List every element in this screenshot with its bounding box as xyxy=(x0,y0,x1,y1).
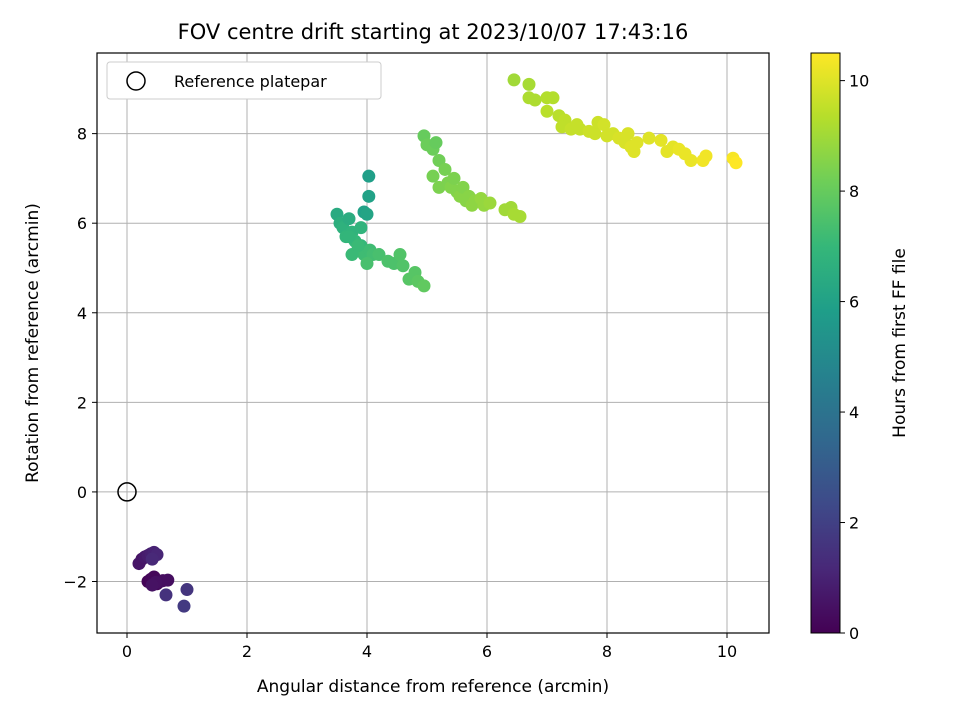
data-point xyxy=(528,93,542,107)
data-point xyxy=(177,599,191,613)
x-tick-label: 4 xyxy=(362,642,372,661)
data-point xyxy=(507,73,521,87)
data-point xyxy=(159,588,173,602)
y-axis-label: Rotation from reference (arcmin) xyxy=(23,203,43,483)
data-point xyxy=(360,257,374,271)
data-point xyxy=(393,248,407,262)
data-point xyxy=(145,552,159,566)
data-point xyxy=(540,104,554,118)
colorbar-fill xyxy=(810,52,841,634)
legend-entry-reference-platepar: Reference platepar xyxy=(174,72,327,91)
data-point xyxy=(447,171,461,185)
data-point xyxy=(588,127,602,141)
colorbar-tick-label: 6 xyxy=(849,293,859,312)
data-point xyxy=(684,153,698,167)
x-tick-label: 2 xyxy=(242,642,252,661)
colorbar-tick-label: 8 xyxy=(849,182,859,201)
colorbar-tick-label: 0 xyxy=(849,624,859,643)
data-points xyxy=(132,73,743,613)
y-tick-label: 0 xyxy=(77,483,87,502)
colorbar-tick-label: 2 xyxy=(849,514,859,533)
data-point xyxy=(513,209,527,223)
data-point xyxy=(426,169,440,183)
data-point xyxy=(354,221,368,235)
y-tick-label: 6 xyxy=(77,214,87,233)
data-point xyxy=(654,133,668,147)
x-tick-label: 10 xyxy=(717,642,737,661)
chart-title: FOV centre drift starting at 2023/10/07 … xyxy=(178,20,689,44)
y-tick-label: 8 xyxy=(77,125,87,144)
grid xyxy=(97,53,769,633)
data-point xyxy=(597,118,611,132)
data-point xyxy=(630,136,644,150)
data-point xyxy=(396,259,410,273)
x-tick-label: 8 xyxy=(602,642,612,661)
reference-platepar-marker xyxy=(117,482,137,502)
colorbar: 0 2 4 6 8 10 Hours from first FF file xyxy=(810,52,910,643)
plot-frame xyxy=(96,52,770,634)
data-point xyxy=(342,230,356,244)
data-point xyxy=(438,162,452,176)
colorbar-label: Hours from first FF file xyxy=(890,248,910,438)
colorbar-ticks: 0 2 4 6 8 10 xyxy=(840,72,869,643)
data-point xyxy=(729,156,743,170)
data-point xyxy=(161,573,175,587)
y-axis-ticks: −2 0 2 4 6 8 xyxy=(63,125,97,591)
x-tick-label: 6 xyxy=(482,642,492,661)
data-point xyxy=(145,578,159,592)
x-axis-label: Angular distance from reference (arcmin) xyxy=(257,677,609,697)
data-point xyxy=(360,207,374,221)
data-point xyxy=(642,131,656,145)
colorbar-tick-label: 4 xyxy=(849,403,859,422)
y-tick-label: 2 xyxy=(77,393,87,412)
legend-box xyxy=(106,61,382,100)
data-point xyxy=(546,91,560,105)
reference-marker-group xyxy=(117,482,137,502)
data-point xyxy=(362,169,376,183)
legend[interactable]: Reference platepar xyxy=(106,61,382,100)
data-point xyxy=(522,77,536,91)
data-point xyxy=(429,136,443,150)
data-point xyxy=(621,127,635,141)
data-point xyxy=(342,212,356,226)
data-point xyxy=(417,279,431,293)
x-tick-label: 0 xyxy=(122,642,132,661)
data-point xyxy=(351,239,365,253)
data-point xyxy=(180,583,194,597)
y-tick-label: 4 xyxy=(77,304,87,323)
colorbar-tick-label: 10 xyxy=(849,72,869,91)
data-point xyxy=(696,153,710,167)
legend-reference-marker-icon xyxy=(126,71,146,91)
data-point xyxy=(483,196,497,210)
data-point xyxy=(372,248,386,262)
y-tick-label: −2 xyxy=(63,572,87,591)
x-axis-ticks: 0 2 4 6 8 10 xyxy=(122,633,737,661)
data-point xyxy=(362,189,376,203)
